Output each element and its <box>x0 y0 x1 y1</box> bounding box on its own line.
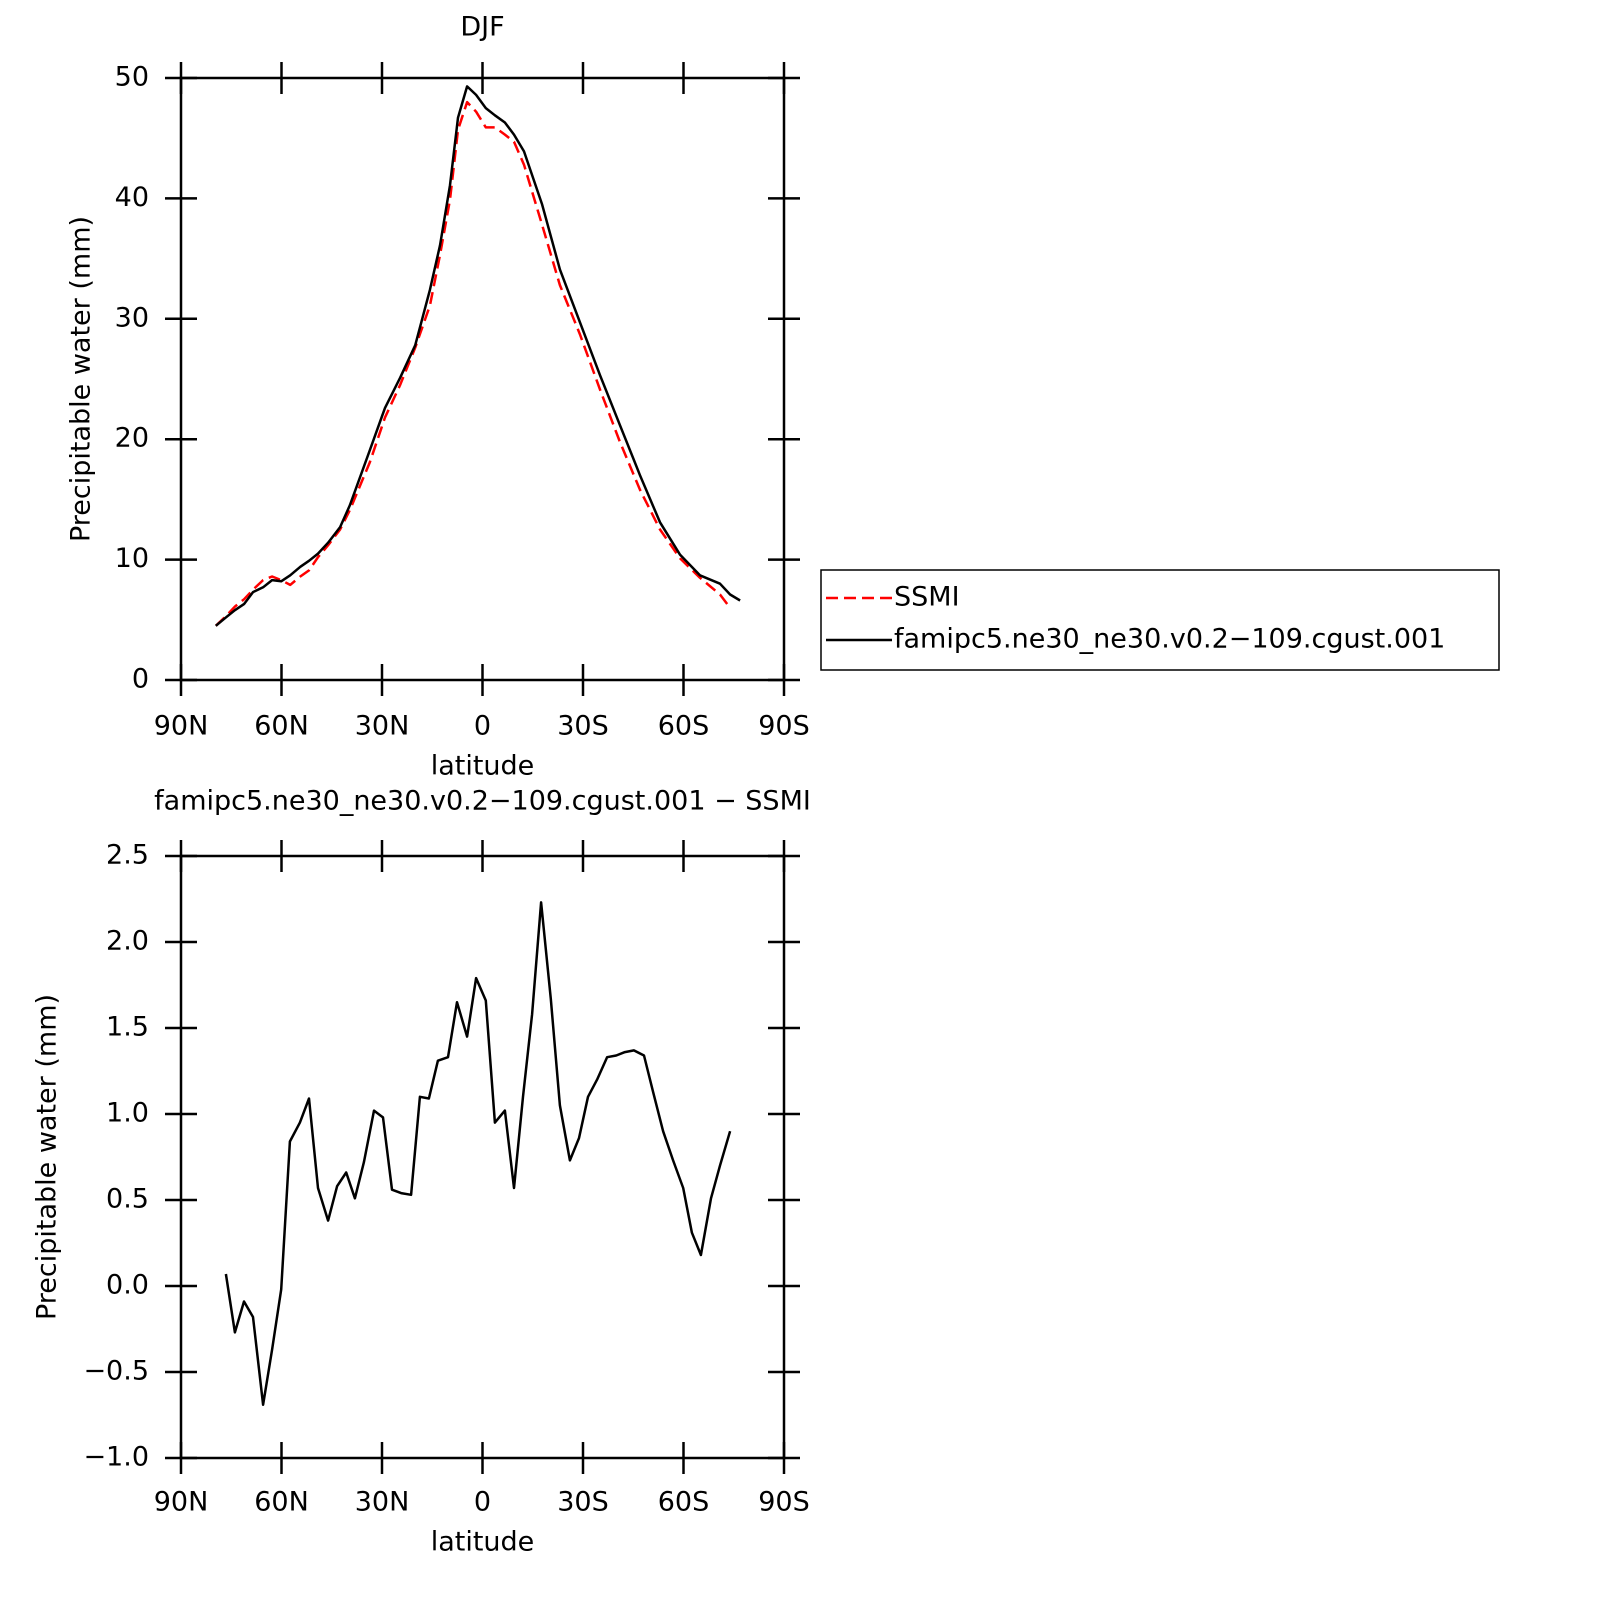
x-axis-label: latitude <box>431 751 535 782</box>
x-tick-label: 30S <box>557 711 609 742</box>
y-tick-label: 1.5 <box>106 1012 149 1043</box>
y-tick-label: 0.0 <box>106 1270 149 1301</box>
x-tick-label: 30N <box>355 1487 410 1518</box>
data-line <box>215 85 741 627</box>
chart-title: famipc5.ne30_ne30.v0.2−109.cgust.001 − S… <box>154 786 811 817</box>
x-tick-label: 90N <box>154 711 209 742</box>
x-tick-label: 60S <box>658 1487 710 1518</box>
y-tick-label: 0.5 <box>106 1184 149 1215</box>
y-tick-label: 40 <box>115 182 149 213</box>
y-tick-label: −1.0 <box>83 1442 149 1473</box>
x-tick-label: 60S <box>658 711 710 742</box>
y-tick-label: 0 <box>132 664 149 695</box>
x-tick-label: 60N <box>254 711 309 742</box>
x-tick-label: 30N <box>355 711 410 742</box>
chart-title: DJF <box>460 12 504 43</box>
legend-box <box>820 569 1500 671</box>
x-tick-label: 0 <box>474 711 491 742</box>
data-line <box>214 100 732 627</box>
x-tick-label: 30S <box>557 1487 609 1518</box>
legend-label: famipc5.ne30_ne30.v0.2−109.cgust.001 <box>894 624 1445 655</box>
y-tick-label: 50 <box>115 62 149 93</box>
plot-frame <box>179 76 786 682</box>
x-axis-label: latitude <box>431 1527 535 1558</box>
x-tick-label: 60N <box>254 1487 309 1518</box>
y-tick-label: −0.5 <box>83 1356 149 1387</box>
y-tick-label: 10 <box>115 543 149 574</box>
y-tick-label: 20 <box>115 423 149 454</box>
x-tick-label: 0 <box>474 1487 491 1518</box>
y-axis-label: Precipitable water (mm) <box>66 216 97 542</box>
y-axis-label: Precipitable water (mm) <box>32 994 63 1320</box>
y-tick-label: 30 <box>115 302 149 333</box>
y-tick-label: 2.5 <box>106 840 149 871</box>
y-tick-label: 1.0 <box>106 1098 149 1129</box>
x-tick-label: 90N <box>154 1487 209 1518</box>
y-tick-label: 2.0 <box>106 926 149 957</box>
x-tick-label: 90S <box>758 1487 810 1518</box>
x-tick-label: 90S <box>758 711 810 742</box>
plot-frame <box>179 854 786 1460</box>
legend-label: SSMI <box>894 582 960 613</box>
data-line <box>224 901 732 1406</box>
